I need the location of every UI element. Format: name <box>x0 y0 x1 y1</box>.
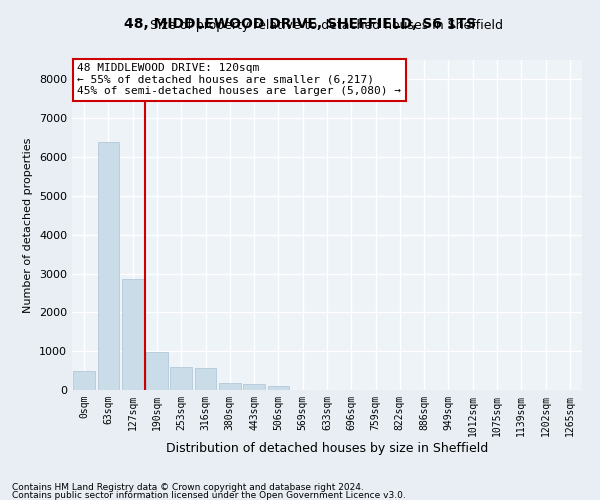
Text: Contains public sector information licensed under the Open Government Licence v3: Contains public sector information licen… <box>12 490 406 500</box>
X-axis label: Distribution of detached houses by size in Sheffield: Distribution of detached houses by size … <box>166 442 488 454</box>
Bar <box>194 368 217 390</box>
Bar <box>122 280 143 390</box>
Bar <box>243 384 265 390</box>
Text: 48 MIDDLEWOOD DRIVE: 120sqm
← 55% of detached houses are smaller (6,217)
45% of : 48 MIDDLEWOOD DRIVE: 120sqm ← 55% of det… <box>77 64 401 96</box>
Text: 48, MIDDLEWOOD DRIVE, SHEFFIELD, S6 1TS: 48, MIDDLEWOOD DRIVE, SHEFFIELD, S6 1TS <box>124 18 476 32</box>
Bar <box>73 372 95 390</box>
Text: Contains HM Land Registry data © Crown copyright and database right 2024.: Contains HM Land Registry data © Crown c… <box>12 484 364 492</box>
Bar <box>219 383 241 390</box>
Bar <box>170 368 192 390</box>
Y-axis label: Number of detached properties: Number of detached properties <box>23 138 34 312</box>
Bar <box>268 386 289 390</box>
Bar <box>146 352 168 390</box>
Bar <box>97 142 119 390</box>
Title: Size of property relative to detached houses in Sheffield: Size of property relative to detached ho… <box>151 20 503 32</box>
